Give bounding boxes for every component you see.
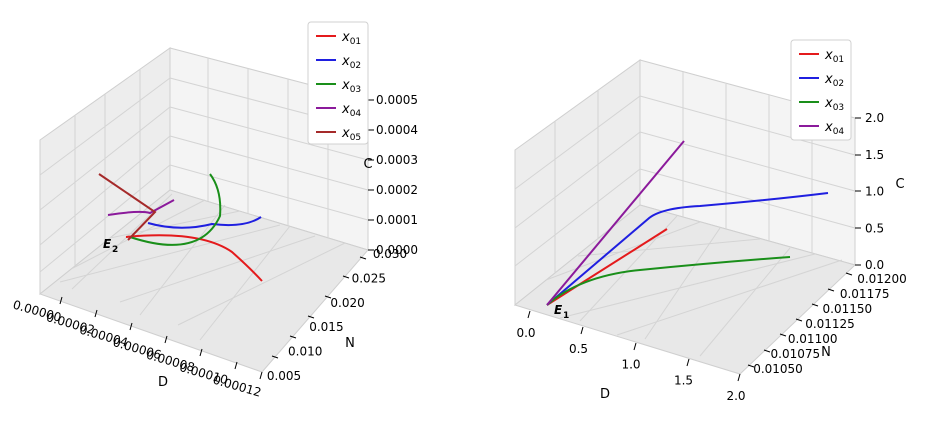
z-axis-label: C xyxy=(363,157,372,172)
z-tick-label: 0.0000 xyxy=(376,243,418,257)
legend-entry: x05 xyxy=(341,126,361,143)
legend-entry: x01 xyxy=(824,48,844,65)
y-tick-label: 0.01175 xyxy=(840,287,890,301)
curve-x03 xyxy=(129,173,222,246)
curve-x04 xyxy=(546,140,685,306)
axis-labels: D N C xyxy=(600,177,905,402)
curve-x03 xyxy=(546,256,791,306)
equilibrium-label: E 1 xyxy=(554,303,569,321)
svg-text:1: 1 xyxy=(563,311,569,321)
y-axis-label: N xyxy=(345,336,355,351)
y-axis-label: N xyxy=(821,345,831,360)
z-tick-label: 2.0 xyxy=(865,111,884,125)
legend-entry: x03 xyxy=(341,78,361,95)
x-tick-label: 0.0 xyxy=(516,326,535,340)
legend-entry: x01 xyxy=(341,30,361,47)
curve-x01 xyxy=(546,228,668,306)
svg-text:E: E xyxy=(554,303,563,317)
y-tick-label: 0.01200 xyxy=(857,272,907,286)
svg-text:2: 2 xyxy=(112,245,118,255)
curve-x02 xyxy=(147,216,262,229)
y-tick-label: 0.015 xyxy=(309,320,343,334)
chart-right: E 1 0.0 0.5 1.0 1.5 2.0 0.010500.010750.01100… xyxy=(513,39,907,403)
x-axis-label: D xyxy=(158,375,168,390)
curve-x05 xyxy=(98,173,157,241)
z-tick-label: 0.5 xyxy=(865,221,884,235)
series-curves xyxy=(546,140,829,306)
z-tick-label: 0.0002 xyxy=(376,183,418,197)
svg-text:E: E xyxy=(103,237,112,251)
axis-labels: D N C xyxy=(158,157,373,390)
y-tick-label: 0.01100 xyxy=(788,332,838,346)
y-tick-label: 0.01075 xyxy=(771,347,821,361)
legend-frame xyxy=(790,39,852,141)
x-axis-label: D xyxy=(600,387,610,402)
y-tick-label: 0.030 xyxy=(373,247,407,261)
grid-lines xyxy=(514,72,856,357)
legend-frame xyxy=(307,21,369,145)
legend-entry: x02 xyxy=(824,72,844,89)
z-tick-label: 1.5 xyxy=(865,148,884,162)
z-tick-label: 0.0005 xyxy=(376,93,418,107)
curve-x04 xyxy=(107,199,175,216)
x-tick-label: 1.5 xyxy=(674,373,693,387)
z-tick-label: 1.0 xyxy=(865,185,884,199)
z-axis-label: C xyxy=(895,177,904,192)
y-tick-label: 0.025 xyxy=(352,271,386,285)
axis-ticks xyxy=(527,117,861,382)
legend-entry: x04 xyxy=(341,102,361,119)
axis-ticks xyxy=(59,99,374,380)
x-tick-label: 2.0 xyxy=(726,389,745,403)
curve-x02 xyxy=(546,192,829,306)
series-curves xyxy=(98,173,263,282)
y-tick-label: 0.020 xyxy=(330,296,364,310)
z-tick-label: 0.0004 xyxy=(376,123,418,137)
legend-entry: x03 xyxy=(824,96,844,113)
x-tick-label: 0.00012 xyxy=(211,373,263,400)
y-tick-label: 0.01150 xyxy=(823,302,873,316)
y-tick-label: 0.01050 xyxy=(753,362,803,376)
x-tick-label: 1.0 xyxy=(621,358,640,372)
z-tick-label: 0.0 xyxy=(865,258,884,272)
legend-entry: x02 xyxy=(341,54,361,71)
x-tick-label: 0.5 xyxy=(569,342,588,356)
y-tick-label: 0.010 xyxy=(288,345,322,359)
z-tick-label: 0.0001 xyxy=(376,213,418,227)
y-tick-label: 0.005 xyxy=(267,369,301,383)
legend: x01 x02 x03 x04 x05 xyxy=(307,21,369,145)
legend: x01 x02 x03 x04 xyxy=(790,39,852,141)
curve-x01 xyxy=(125,234,263,282)
z-tick-label: 0.0003 xyxy=(376,153,418,167)
chart-left: E 2 0.000000.000020.000040.000060.000080… xyxy=(11,21,418,400)
y-tick-label: 0.01125 xyxy=(805,317,855,331)
equilibrium-label: E 2 xyxy=(103,237,118,255)
tick-labels: 0.00.51.01.52.00.010500.010750.011000.01… xyxy=(516,111,906,403)
legend-entry: x04 xyxy=(824,120,844,137)
